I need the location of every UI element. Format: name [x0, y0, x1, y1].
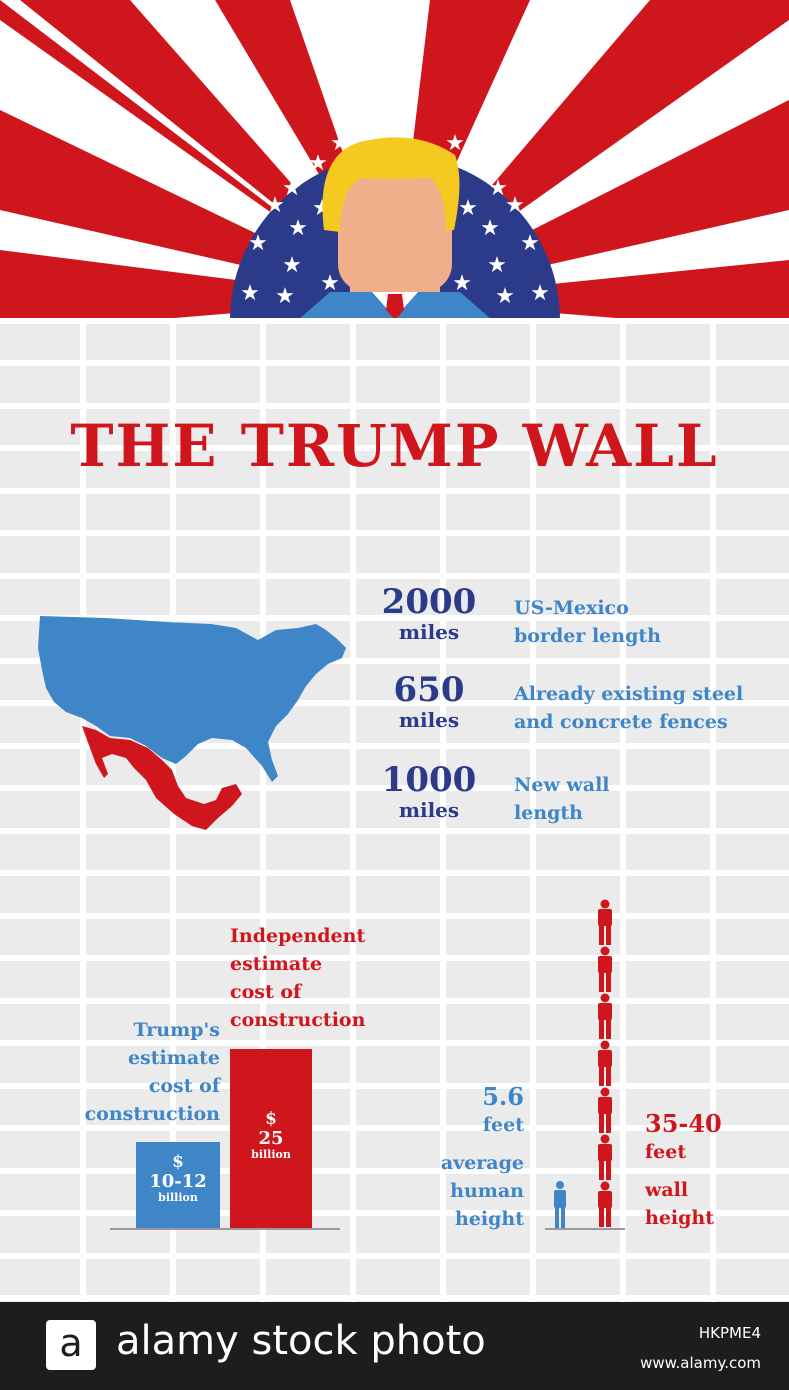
svg-text:★: ★ — [480, 216, 500, 241]
svg-text:★: ★ — [487, 253, 507, 278]
height-baseline — [545, 1228, 625, 1230]
stat-newwall-desc-line2: length — [514, 802, 583, 824]
trump-bar-value: 10-12 — [149, 1171, 207, 1192]
wall-label-line: height — [645, 1207, 714, 1229]
svg-text:★: ★ — [275, 284, 295, 309]
stat-existing-desc-line2: and concrete fences — [514, 711, 728, 733]
svg-text:★: ★ — [240, 281, 260, 306]
stat-border-desc: US-Mexico border length — [514, 594, 661, 650]
stat-newwall-number: 1000 miles — [364, 762, 494, 822]
svg-text:★: ★ — [308, 151, 328, 176]
human-figure-icon — [554, 1181, 566, 1228]
wall-height-unit: feet — [645, 1141, 687, 1163]
wall-height-value: 35-40 — [645, 1109, 722, 1138]
svg-text:★: ★ — [520, 231, 540, 256]
stat-existing-desc: Already existing steel and concrete fenc… — [514, 680, 743, 736]
svg-text:★: ★ — [248, 231, 268, 256]
trump-cost-bar: $ 10-12 billion — [136, 1142, 220, 1228]
human-height-label: 5.6 feet average human height — [430, 1083, 524, 1233]
stat-border-number: 2000 miles — [364, 584, 494, 644]
stat-existing-desc-line1: Already existing steel — [514, 683, 744, 705]
stat-existing-unit: miles — [398, 708, 460, 732]
svg-text:★: ★ — [288, 216, 308, 241]
stacked-figure — [598, 1181, 612, 1227]
page-title: THE TRUMP WALL — [70, 412, 719, 480]
svg-text:★: ★ — [282, 253, 302, 278]
logo-letter: a — [59, 1321, 83, 1365]
sunburst-header: ★ ★ ★★ ★★ ★★ ★★ ★ ★★ ★★ ★★ ★★ ★★ ★ — [0, 0, 789, 320]
trump-bar-dollar: $ — [172, 1152, 184, 1172]
mexico-shape — [82, 726, 242, 830]
svg-text:★: ★ — [505, 193, 525, 218]
human-height-value: 5.6 — [482, 1082, 524, 1111]
stacked-figure — [598, 993, 612, 1039]
human-label-line: height — [455, 1208, 524, 1230]
svg-text:★: ★ — [458, 196, 478, 221]
stacked-figure — [598, 1134, 612, 1180]
stat-border-desc-line1: US-Mexico — [514, 597, 629, 619]
independent-bar-value: 25 — [258, 1128, 284, 1149]
stacked-figure — [598, 899, 612, 945]
wall-label-line: wall — [645, 1179, 689, 1201]
trump-estimate-label: Trump's estimate cost of construction — [70, 1016, 220, 1128]
footer-url: www.alamy.com — [640, 1354, 761, 1372]
trump-label-line: Trump's — [133, 1019, 220, 1041]
stat-border-desc-line2: border length — [514, 625, 661, 647]
stacked-figure — [598, 946, 612, 992]
svg-text:★: ★ — [452, 271, 472, 296]
svg-text:★: ★ — [462, 151, 482, 176]
stacked-figure — [598, 1040, 612, 1086]
independent-label-line: construction — [230, 1009, 366, 1031]
trump-label-line: estimate — [127, 1047, 220, 1069]
alamy-logo-icon: a — [46, 1320, 96, 1370]
wall-height-label: 35-40 feet wall height — [645, 1110, 722, 1232]
independent-estimate-label: Independent estimate cost of constructio… — [230, 922, 365, 1034]
trump-figure — [298, 137, 492, 320]
independent-bar-unit: billion — [251, 1148, 291, 1161]
independent-label-line: estimate — [230, 953, 323, 975]
brick-wall-background — [0, 318, 789, 1303]
stat-existing-value: 650 — [393, 670, 465, 710]
footer-brand: alamy stock photo — [116, 1318, 486, 1364]
stacked-figure — [598, 1087, 612, 1133]
trump-bar-unit: billion — [158, 1191, 198, 1204]
svg-text:★: ★ — [320, 271, 340, 296]
human-label-line: average — [440, 1152, 524, 1174]
stat-newwall-unit: miles — [398, 798, 460, 822]
svg-text:★: ★ — [265, 193, 285, 218]
independent-cost-bar: $ 25 billion — [230, 1049, 312, 1228]
cost-baseline — [110, 1228, 340, 1230]
stat-existing-number: 650 miles — [364, 672, 494, 732]
independent-bar-dollar: $ — [265, 1109, 277, 1129]
us-mexico-map — [38, 616, 346, 830]
svg-text:★: ★ — [282, 176, 302, 201]
human-label-line: human — [450, 1180, 524, 1202]
svg-text:★: ★ — [530, 281, 550, 306]
stat-border-unit: miles — [398, 620, 460, 644]
independent-label-line: cost of — [230, 981, 302, 1003]
usa-shape — [38, 616, 346, 782]
stat-newwall-desc-line1: New wall — [514, 774, 610, 796]
stat-newwall-value: 1000 — [381, 760, 477, 800]
stat-newwall-desc: New wall length — [514, 771, 610, 827]
stock-footer-bar: a alamy stock photo HKPME4 www.alamy.com — [0, 1302, 789, 1390]
footer-image-code: HKPME4 — [698, 1324, 761, 1342]
svg-text:★: ★ — [495, 284, 515, 309]
trump-label-line: construction — [84, 1103, 220, 1125]
trump-label-line: cost of — [148, 1075, 220, 1097]
svg-text:★: ★ — [488, 176, 508, 201]
svg-text:★: ★ — [445, 131, 465, 156]
stat-border-value: 2000 — [381, 582, 477, 622]
stacked-figures-icon — [598, 899, 612, 1227]
human-height-unit: feet — [482, 1114, 524, 1136]
independent-label-line: Independent — [230, 925, 366, 947]
